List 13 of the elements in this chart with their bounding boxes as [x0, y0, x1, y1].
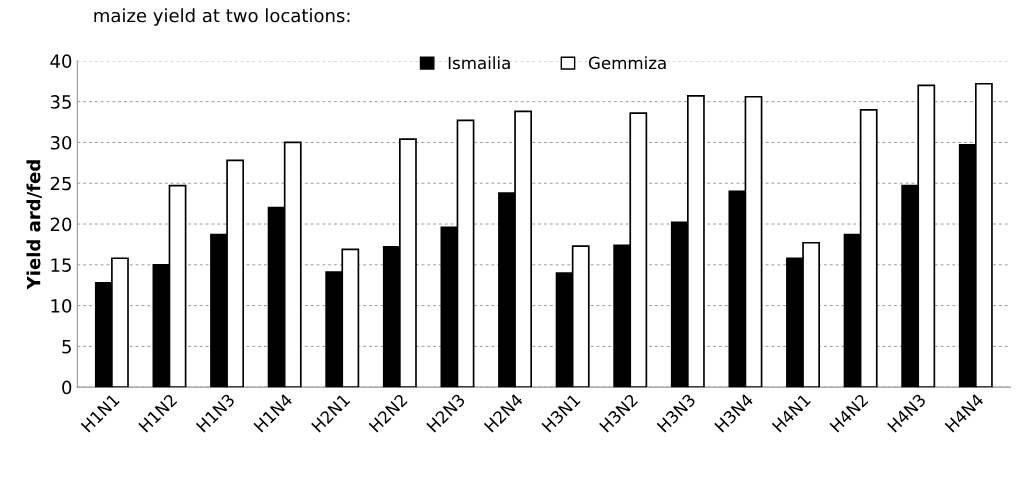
- y-tick-label: 40: [50, 54, 72, 68]
- y-tick-label: 0: [62, 380, 72, 395]
- y-tick-label: 5: [62, 340, 71, 354]
- legend-label: Gemmiza: [588, 56, 666, 70]
- y-tick-label: 25: [50, 176, 71, 191]
- y-tick-label: 20: [50, 217, 72, 232]
- y-tick-label: 10: [51, 299, 72, 313]
- legend-label: Ismailia: [448, 56, 510, 70]
- y-tick-label: 35: [50, 95, 71, 109]
- y-axis-title: Yield ard/fed: [26, 160, 42, 290]
- chart-title: maize yield at two locations:: [94, 8, 350, 26]
- y-tick-label: 30: [50, 135, 72, 150]
- y-tick-label: 15: [51, 258, 71, 272]
